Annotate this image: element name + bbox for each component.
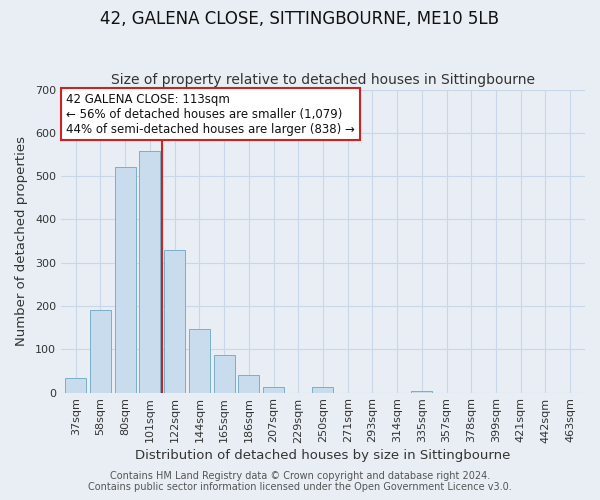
Bar (65, 378, 86, 392)
Bar (189, 329, 210, 392)
Bar (313, 388, 334, 392)
Text: 42 GALENA CLOSE: 113sqm
← 56% of detached houses are smaller (1,079)
44% of semi: 42 GALENA CLOSE: 113sqm ← 56% of detache… (66, 92, 355, 136)
Text: Contains HM Land Registry data © Crown copyright and database right 2024.
Contai: Contains HM Land Registry data © Crown c… (88, 471, 512, 492)
Bar (412, 391, 433, 392)
Bar (214, 355, 235, 393)
Bar (263, 388, 284, 392)
Bar (164, 250, 185, 392)
Bar (90, 310, 111, 392)
Bar (238, 376, 259, 392)
Text: 42, GALENA CLOSE, SITTINGBOURNE, ME10 5LB: 42, GALENA CLOSE, SITTINGBOURNE, ME10 5L… (101, 10, 499, 28)
X-axis label: Distribution of detached houses by size in Sittingbourne: Distribution of detached houses by size … (135, 450, 511, 462)
Y-axis label: Number of detached properties: Number of detached properties (15, 136, 28, 346)
Title: Size of property relative to detached houses in Sittingbourne: Size of property relative to detached ho… (111, 73, 535, 87)
Bar (115, 168, 136, 392)
Bar (139, 151, 160, 392)
